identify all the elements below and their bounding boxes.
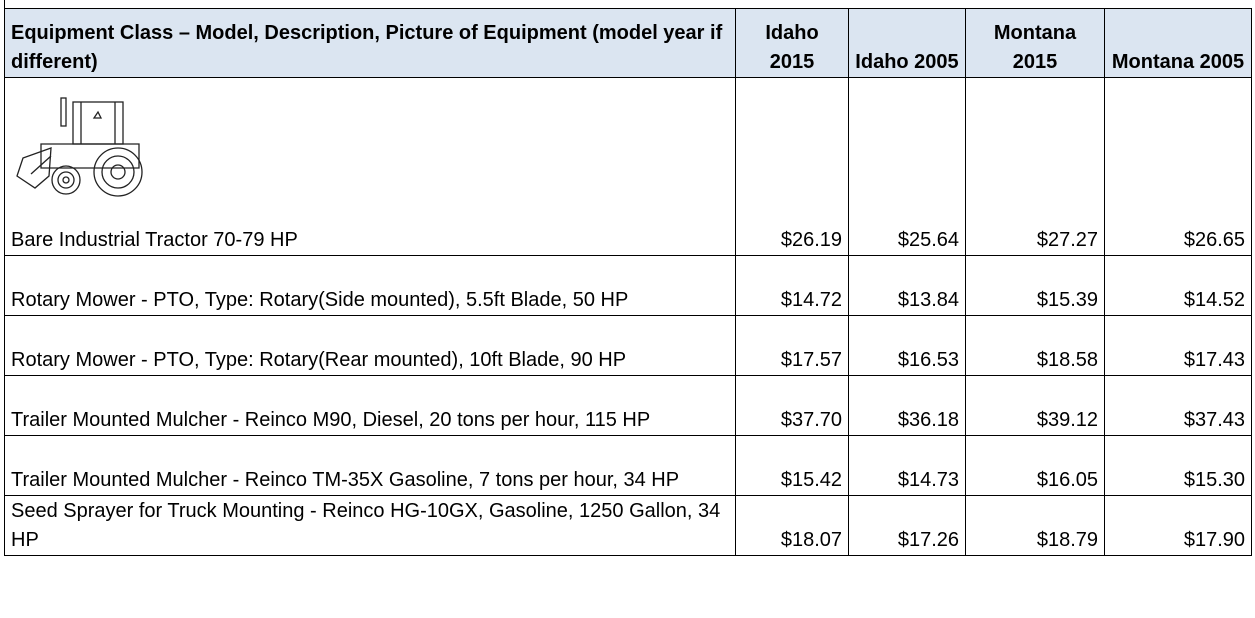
- price-text: $15.42: [781, 469, 842, 491]
- price-cell: $17.90: [1105, 496, 1252, 556]
- price-cell: $18.79: [966, 496, 1105, 556]
- description-cell: Trailer Mounted Mulcher - Reinco TM-35X …: [5, 436, 736, 496]
- header-cell: Montana 2005: [1105, 9, 1252, 78]
- price-cell: $17.26: [849, 496, 966, 556]
- price-cell: $18.58: [966, 316, 1105, 376]
- price-text: $18.07: [781, 529, 842, 551]
- price-text: $16.05: [1037, 469, 1098, 491]
- price-text: $37.43: [1184, 409, 1245, 431]
- price-cell: $15.30: [1105, 436, 1252, 496]
- price-text: $27.27: [1037, 229, 1098, 251]
- description-text: Trailer Mounted Mulcher - Reinco M90, Di…: [11, 409, 650, 431]
- description-cell: Bare Industrial Tractor 70-79 HP: [5, 78, 736, 256]
- price-text: $13.84: [898, 289, 959, 311]
- price-text: $25.64: [898, 229, 959, 251]
- price-cell: $26.19: [736, 78, 849, 256]
- price-cell: $27.27: [966, 78, 1105, 256]
- description-text: Bare Industrial Tractor 70-79 HP: [11, 229, 298, 251]
- price-cell: $25.64: [849, 78, 966, 256]
- description-text: Rotary Mower - PTO, Type: Rotary(Rear mo…: [11, 349, 626, 371]
- price-cell: $17.43: [1105, 316, 1252, 376]
- price-text: $16.53: [898, 349, 959, 371]
- price-text: $14.52: [1184, 289, 1245, 311]
- price-cell: $15.39: [966, 256, 1105, 316]
- description-cell: Seed Sprayer for Truck Mounting - Reinco…: [5, 496, 736, 556]
- description-text: Trailer Mounted Mulcher - Reinco TM-35X …: [11, 469, 679, 491]
- header-row: Equipment Class – Model, Description, Pi…: [5, 9, 1252, 78]
- page: {"table": { "header": ["Equipment Class …: [0, 0, 1255, 618]
- description-text: Rotary Mower - PTO, Type: Rotary(Side mo…: [11, 289, 628, 311]
- price-text: $36.18: [898, 409, 959, 431]
- price-text: $17.90: [1184, 529, 1245, 551]
- price-cell: $14.72: [736, 256, 849, 316]
- tractor-picture: [11, 96, 161, 206]
- price-text: $18.79: [1037, 529, 1098, 551]
- description-cell: Trailer Mounted Mulcher - Reinco M90, Di…: [5, 376, 736, 436]
- price-text: $39.12: [1037, 409, 1098, 431]
- price-text: $15.30: [1184, 469, 1245, 491]
- table-row: Trailer Mounted Mulcher - Reinco TM-35X …: [5, 436, 1252, 496]
- price-text: $17.26: [898, 529, 959, 551]
- table-body: Bare Industrial Tractor 70-79 HP $26.19 $2…: [5, 78, 1252, 556]
- border-tick: [4, 0, 5, 8]
- price-cell: $37.43: [1105, 376, 1252, 436]
- price-cell: $17.57: [736, 316, 849, 376]
- price-cell: $39.12: [966, 376, 1105, 436]
- price-text: $14.73: [898, 469, 959, 491]
- header-cell: Montana 2015: [966, 9, 1105, 78]
- price-cell: $26.65: [1105, 78, 1252, 256]
- price-cell: $16.05: [966, 436, 1105, 496]
- price-cell: $16.53: [849, 316, 966, 376]
- price-cell: $13.84: [849, 256, 966, 316]
- description-cell: Rotary Mower - PTO, Type: Rotary(Rear mo…: [5, 316, 736, 376]
- price-text: $26.65: [1184, 229, 1245, 251]
- description-cell: Rotary Mower - PTO, Type: Rotary(Side mo…: [5, 256, 736, 316]
- price-text: $14.72: [781, 289, 842, 311]
- price-text: $15.39: [1037, 289, 1098, 311]
- header-cell: Equipment Class – Model, Description, Pi…: [5, 9, 736, 78]
- equipment-table: Equipment Class – Model, Description, Pi…: [4, 8, 1252, 556]
- price-text: $18.58: [1037, 349, 1098, 371]
- price-text: $17.57: [781, 349, 842, 371]
- price-cell: $14.73: [849, 436, 966, 496]
- price-cell: $15.42: [736, 436, 849, 496]
- table-row: Rotary Mower - PTO, Type: Rotary(Rear mo…: [5, 316, 1252, 376]
- table-row: Trailer Mounted Mulcher - Reinco M90, Di…: [5, 376, 1252, 436]
- header-cell: Idaho 2005: [849, 9, 966, 78]
- table-row: Seed Sprayer for Truck Mounting - Reinco…: [5, 496, 1252, 556]
- description-text: Seed Sprayer for Truck Mounting - Reinco…: [11, 500, 720, 551]
- price-cell: $14.52: [1105, 256, 1252, 316]
- price-text: $37.70: [781, 409, 842, 431]
- price-cell: $37.70: [736, 376, 849, 436]
- table-row: Bare Industrial Tractor 70-79 HP $26.19 $2…: [5, 78, 1252, 256]
- price-cell: $18.07: [736, 496, 849, 556]
- price-text: $17.43: [1184, 349, 1245, 371]
- price-text: $26.19: [781, 229, 842, 251]
- table-row: Rotary Mower - PTO, Type: Rotary(Side mo…: [5, 256, 1252, 316]
- price-cell: $36.18: [849, 376, 966, 436]
- header-cell: Idaho 2015: [736, 9, 849, 78]
